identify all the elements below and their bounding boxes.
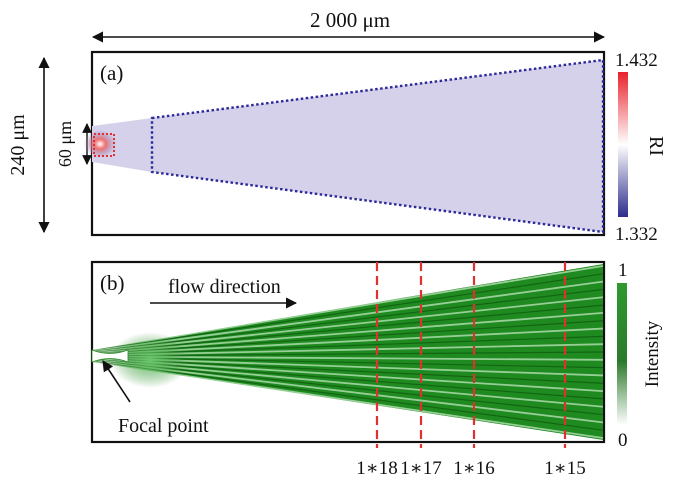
width-dimension-label: 2 000 μm: [310, 8, 390, 32]
section-marker-label: 1∗15: [544, 458, 585, 479]
intensity-colorbar-min: 0: [618, 430, 628, 451]
height-dimension-label: 240 μm: [7, 114, 29, 176]
focal-point-arrow: [102, 360, 131, 403]
flow-direction-label: flow direction: [168, 276, 281, 298]
refractive-index-region: [92, 60, 603, 232]
beam-waist-glow: [110, 332, 190, 388]
section-marker-label: 1∗18: [356, 458, 397, 479]
focal-spot: [91, 349, 129, 363]
inlet-hotspot: [84, 130, 116, 158]
inlet-dimension-label: 60 μm: [55, 121, 75, 167]
focal-point-label: Focal point: [118, 415, 209, 437]
ri-colorbar-max: 1.432: [615, 50, 658, 71]
ri-colorbar-min: 1.332: [615, 224, 658, 245]
ri-colorbar: 1.432 1.332 RI: [615, 50, 667, 245]
dotted-flow-region-outline: [150, 58, 605, 234]
ri-colorbar-gradient: [618, 72, 628, 217]
panel-a: (a): [84, 50, 606, 237]
ri-colorbar-title: RI: [645, 136, 667, 156]
section-marker-label: 1∗16: [453, 458, 494, 479]
interference-fringe: [92, 273, 603, 352]
interference-fringe: [92, 265, 603, 351]
panel-a-label: (a): [100, 61, 123, 85]
intensity-colorbar-max: 1: [618, 260, 628, 281]
panel-b-label: (b): [100, 271, 125, 295]
intensity-colorbar: 1 0 Intensity: [617, 260, 663, 451]
intensity-colorbar-title: Intensity: [642, 320, 663, 387]
section-marker-label: 1∗17: [400, 458, 441, 479]
intensity-colorbar-gradient: [617, 283, 627, 425]
panel-b: 1∗18 1∗17 1∗16 1∗15 (b) flow direction Foca…: [90, 260, 606, 479]
focus-region-box: [93, 133, 115, 157]
light-beam-cone: [92, 264, 603, 440]
